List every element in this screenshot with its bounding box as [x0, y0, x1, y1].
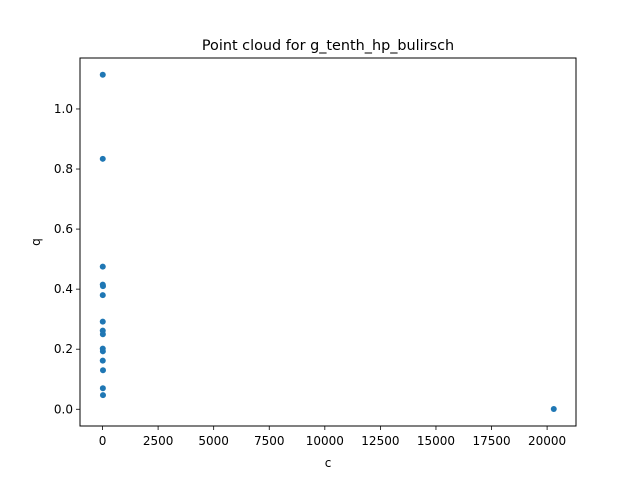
data-point	[99, 263, 106, 270]
data-point	[99, 292, 106, 299]
data-point	[99, 367, 106, 374]
data-point	[99, 392, 106, 399]
y-tick-label: 0.4	[54, 282, 73, 296]
y-tick-label: 0.0	[54, 402, 73, 416]
y-tick-label: 0.2	[54, 342, 73, 356]
data-point	[99, 385, 106, 392]
data-point	[99, 357, 106, 364]
y-tick-label: 0.6	[54, 222, 73, 236]
x-tick-label: 15000	[417, 434, 455, 448]
data-point	[99, 348, 106, 355]
data-point	[99, 155, 106, 162]
data-point	[99, 283, 106, 290]
x-tick-label: 12500	[361, 434, 399, 448]
x-tick-label: 17500	[472, 434, 510, 448]
x-tick-label: 0	[99, 434, 107, 448]
y-axis-label: q	[29, 238, 43, 246]
y-tick-label: 1.0	[54, 102, 73, 116]
y-tick-label: 0.8	[54, 162, 73, 176]
x-tick-label: 20000	[528, 434, 566, 448]
data-point	[550, 405, 557, 412]
x-tick-label: 5000	[198, 434, 229, 448]
data-point	[99, 331, 106, 338]
x-tick-label: 7500	[254, 434, 285, 448]
x-tick-label: 2500	[143, 434, 174, 448]
x-axis: 0 2500 5000 7500 10000 12500 15000 17500 20000	[99, 426, 566, 448]
plot-area	[99, 71, 557, 412]
x-tick-label: 10000	[306, 434, 344, 448]
data-point	[99, 71, 106, 78]
axes-frame	[79, 57, 577, 427]
y-axis: 0.0 0.2 0.4 0.6 0.8 1.0	[54, 102, 80, 416]
chart-title: Point cloud for g_tenth_hp_bulirsch	[202, 38, 454, 54]
data-point	[99, 318, 106, 325]
x-axis-label: c	[325, 456, 332, 470]
